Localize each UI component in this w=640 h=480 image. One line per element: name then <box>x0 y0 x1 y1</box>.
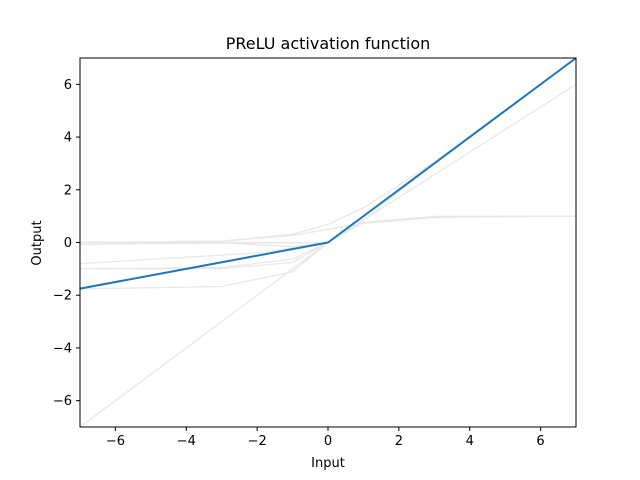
series-line-0 <box>79 57 577 290</box>
x-axis-label: Input <box>311 456 345 471</box>
x-axis: −6 −4 −2 0 2 4 6 <box>106 427 545 449</box>
y-tick-label: 2 <box>64 183 72 198</box>
background-curve-softplus <box>79 57 577 244</box>
x-tick-label: 4 <box>466 434 474 449</box>
y-tick-label: −6 <box>53 394 72 409</box>
x-tick-label: −6 <box>106 434 125 449</box>
y-tick-label: 4 <box>64 131 72 146</box>
y-axis: −6 −4 −2 0 2 4 6 <box>53 78 80 409</box>
y-tick-label: −2 <box>53 289 72 304</box>
series-group <box>79 57 577 290</box>
y-tick-label: 0 <box>64 236 72 251</box>
y-tick-label: 6 <box>64 78 72 93</box>
y-axis-label: Output <box>30 220 45 265</box>
y-tick-label: −4 <box>53 341 72 356</box>
chart-title: PReLU activation function <box>226 34 431 53</box>
x-tick-label: 0 <box>324 434 332 449</box>
background-curve-shifted <box>79 83 577 265</box>
x-tick-label: −4 <box>177 434 196 449</box>
x-tick-label: −2 <box>248 434 267 449</box>
x-tick-label: 2 <box>395 434 403 449</box>
x-tick-label: 6 <box>536 434 544 449</box>
